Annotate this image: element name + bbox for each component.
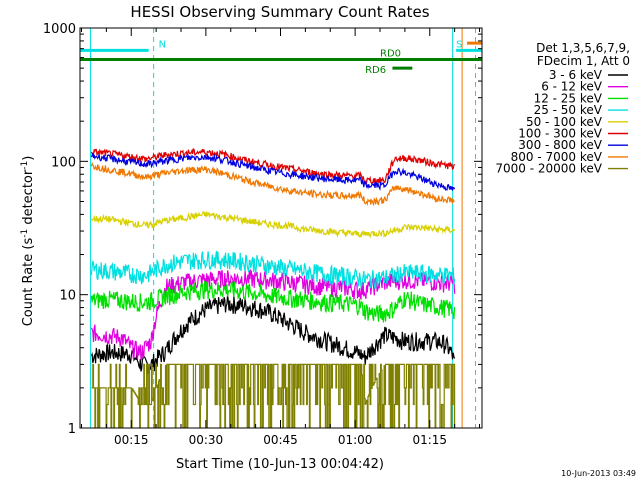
y-label-part-3: detector <box>21 169 36 229</box>
footer-stamp: 10-Jun-2013 03:49 <box>561 469 636 478</box>
series-line-6 <box>90 153 456 192</box>
y-tick-label-1: 10 <box>59 289 76 304</box>
plot-layer: N S RD0 RD6 1 10 100 1000 00:15 00:30 00:45 01:00 01… <box>43 22 628 447</box>
x-axis-label: Start Time (10-Jun-13 00:04:42) <box>176 457 384 472</box>
x-tick-label-3: 01:00 <box>338 433 373 447</box>
series-line-3 <box>90 250 456 290</box>
series-line-0 <box>90 295 456 375</box>
legend-label-7: 800 - 7000 keV <box>511 150 603 164</box>
y-tick-label-3: 1000 <box>43 22 76 37</box>
legend-header-line-1: Det 1,3,5,6,7,9, <box>536 41 630 55</box>
y-label-part-2: -1 <box>20 229 30 238</box>
legend-label-5: 100 - 300 keV <box>518 127 602 141</box>
data-area: N S RD0 RD6 <box>80 28 482 428</box>
series-line-7 <box>90 161 455 207</box>
x-tick-label-4: 01:15 <box>412 433 447 447</box>
legend-label-2: 12 - 25 keV <box>534 91 603 105</box>
legend-label-3: 25 - 50 keV <box>534 103 603 117</box>
flag-label-3: RD0 <box>380 49 401 60</box>
legend-header-line-2: FDecim 1, Att 0 <box>537 54 630 68</box>
y-tick-label-2: 100 <box>51 155 76 170</box>
legend-label-0: 3 - 6 keV <box>549 68 603 82</box>
legend-label-6: 300 - 800 keV <box>518 138 602 152</box>
series-line-8 <box>91 363 456 428</box>
legend-label-8: 7000 - 20000 keV <box>495 162 602 176</box>
y-label-part-5: ) <box>21 156 36 161</box>
series-line-4 <box>90 211 456 239</box>
legend-label-4: 50 - 100 keV <box>526 115 603 129</box>
y-label-part-4: -1 <box>20 161 30 170</box>
chart-title: HESSI Observing Summary Count Rates <box>130 3 429 21</box>
flag-label-1: S <box>456 39 462 50</box>
x-tick-label-2: 00:45 <box>263 433 298 447</box>
y-tick-label-0: 1 <box>68 422 76 437</box>
y-label-part-1: Count Rate (s <box>21 238 36 327</box>
flag-label-4: RD6 <box>365 65 386 76</box>
flag-label-0: N <box>159 39 166 50</box>
x-tick-label-1: 00:30 <box>189 433 224 447</box>
series-line-5 <box>90 148 456 186</box>
legend-label-1: 6 - 12 keV <box>541 80 603 94</box>
x-tick-label-0: 00:15 <box>114 433 149 447</box>
series-line-2 <box>90 280 456 323</box>
y-axis-label: Count Rate (s-1 detector-1) <box>20 156 36 327</box>
